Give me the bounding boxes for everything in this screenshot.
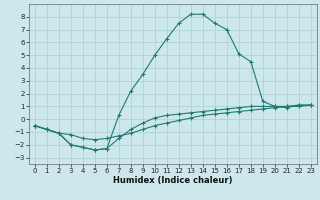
X-axis label: Humidex (Indice chaleur): Humidex (Indice chaleur) <box>113 176 233 185</box>
